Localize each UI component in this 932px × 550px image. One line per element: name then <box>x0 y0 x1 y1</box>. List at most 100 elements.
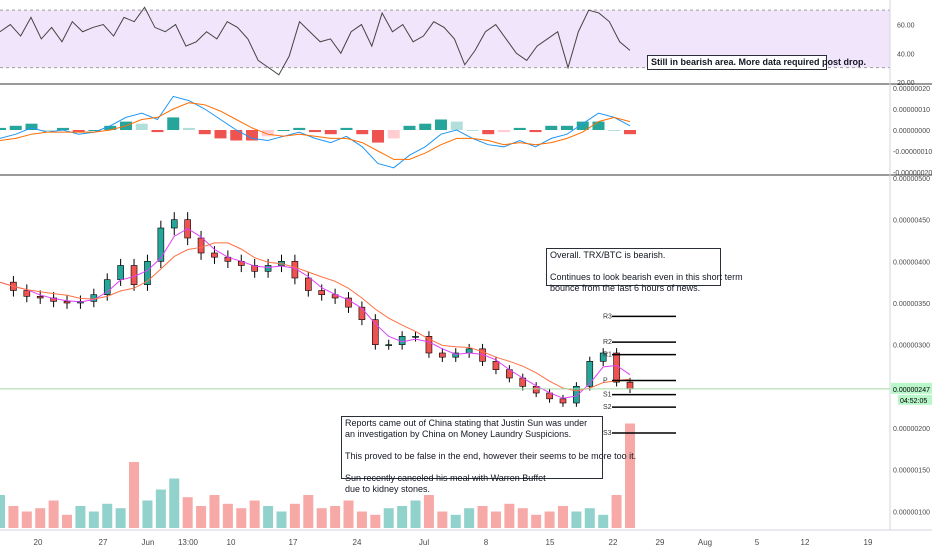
volume-bar <box>222 503 233 528</box>
macd-histogram-bar <box>576 121 589 130</box>
volume-bar <box>437 511 448 528</box>
price-tick-label: 0.00000300 <box>893 343 930 350</box>
candle-body <box>117 265 124 280</box>
news-annotation[interactable]: Reports came out of China stating that J… <box>341 416 636 494</box>
candle-body <box>197 237 205 254</box>
volume-bar <box>571 511 582 528</box>
time-tick-label: 19 <box>864 538 873 547</box>
countdown-label: 04:52:05 <box>900 398 927 405</box>
volume-bar <box>410 500 421 528</box>
volume-bar <box>397 506 408 528</box>
volume-bar <box>598 514 609 528</box>
macd-histogram-bar <box>9 125 22 130</box>
candle-body <box>264 265 272 272</box>
pivot-level-label: S3 <box>603 430 612 437</box>
volume-bar <box>62 514 73 528</box>
rsi-annotation[interactable]: Still in bearish area. More data require… <box>647 55 866 70</box>
time-tick-label: 10 <box>227 538 236 547</box>
time-tick-label: 15 <box>546 538 555 547</box>
time-tick-label: 12 <box>801 538 810 547</box>
candle-body <box>170 219 178 229</box>
rsi-line <box>0 6 631 76</box>
volume-bar <box>584 508 595 528</box>
candle-body <box>626 381 634 390</box>
candle-body <box>425 336 433 354</box>
countdown-tag <box>898 394 932 405</box>
time-tick-label: Aug <box>698 538 712 547</box>
macd-histogram-bar <box>230 130 243 141</box>
volume-bar <box>370 514 381 528</box>
macd-histogram-bar <box>561 125 573 130</box>
ema-slow-line <box>0 242 631 392</box>
volume-bar <box>557 506 568 528</box>
macd-histogram-bar <box>513 127 526 130</box>
macd-tick-label: -0.00000010 <box>893 149 932 156</box>
macd-histogram-bar <box>592 121 605 130</box>
macd-histogram-bar <box>246 130 258 141</box>
macd-histogram-bar <box>482 130 495 135</box>
macd-histogram-bar <box>41 130 54 131</box>
macd-tick-label: 0.00000000 <box>893 128 930 135</box>
macd-histogram-bar <box>293 127 306 130</box>
volume-bar <box>276 511 287 528</box>
candle-body <box>452 352 460 358</box>
macd-histogram-bar <box>261 130 274 137</box>
macd-histogram-bar <box>403 125 416 130</box>
volume-bar <box>423 495 434 528</box>
macd-histogram-bar <box>608 130 621 131</box>
macd-histogram-bar <box>198 130 211 135</box>
volume-bar <box>102 503 113 528</box>
candle-body <box>304 277 312 291</box>
rsi-tick-label: 40.00 <box>897 51 915 58</box>
candle-body <box>372 319 379 345</box>
volume-bar <box>88 511 99 528</box>
volume-bar <box>196 506 207 528</box>
price-annotation[interactable]: Overall. TRX/BTC is bearish. Continues t… <box>546 248 743 293</box>
macd-histogram-bar <box>435 119 447 130</box>
pivot-level-label: S2 <box>603 404 612 411</box>
volume-bar <box>450 514 461 528</box>
candle-body <box>412 336 419 338</box>
macd-tick-label: -0.00000020 <box>893 170 932 177</box>
rsi-tick-label: 20.00 <box>897 80 915 87</box>
price-panel: R3 R2 R1 P S1 S2 S3 <box>0 212 676 528</box>
time-axis[interactable]: 20 27 Jun 13:00 10 17 24 Jul 8 15 22 29 Aug 5 12 19 <box>34 538 873 547</box>
macd-tick-label: 0.00000010 <box>893 107 930 114</box>
price-tick-label: 0.00000350 <box>893 301 930 308</box>
macd-histogram-bar <box>151 130 164 133</box>
volume-bar <box>115 508 126 528</box>
volume-bar <box>464 508 475 528</box>
candle-body <box>465 348 473 354</box>
time-tick-label: 29 <box>656 538 665 547</box>
price-axis[interactable]: 60.00 40.00 20.000.00000020 0.00000010 0.000… <box>893 23 932 517</box>
macd-histogram-bar <box>0 127 6 130</box>
macd-histogram-bar <box>25 123 38 130</box>
time-tick-label: 8 <box>484 538 489 547</box>
volume-bar <box>263 506 274 528</box>
price-tick-label: 0.00000200 <box>893 426 930 433</box>
rsi-panel <box>0 6 890 76</box>
macd-histogram-bar <box>545 125 558 130</box>
pivot-level-label: R2 <box>603 339 612 346</box>
volume-bar <box>343 500 354 528</box>
time-tick-label: 5 <box>755 538 760 547</box>
macd-histogram-bar <box>624 130 636 135</box>
candle-body <box>439 352 446 358</box>
candle-body <box>479 348 486 362</box>
signal-line <box>0 102 631 160</box>
volume-bar <box>0 495 5 528</box>
volume-bar <box>155 489 166 528</box>
candle-body <box>144 261 151 285</box>
macd-histogram-bar <box>104 125 117 130</box>
macd-histogram-bar <box>466 130 479 131</box>
last-price-label: 0.00000247 <box>893 387 930 394</box>
volume-bar <box>75 506 86 528</box>
macd-histogram-bar <box>372 130 384 143</box>
candle-body <box>130 265 138 285</box>
volume-bar <box>8 506 19 528</box>
time-tick-label: 20 <box>34 538 43 547</box>
volume-bar <box>48 500 59 528</box>
volume-bar <box>316 508 327 528</box>
volume-bar <box>490 511 501 528</box>
